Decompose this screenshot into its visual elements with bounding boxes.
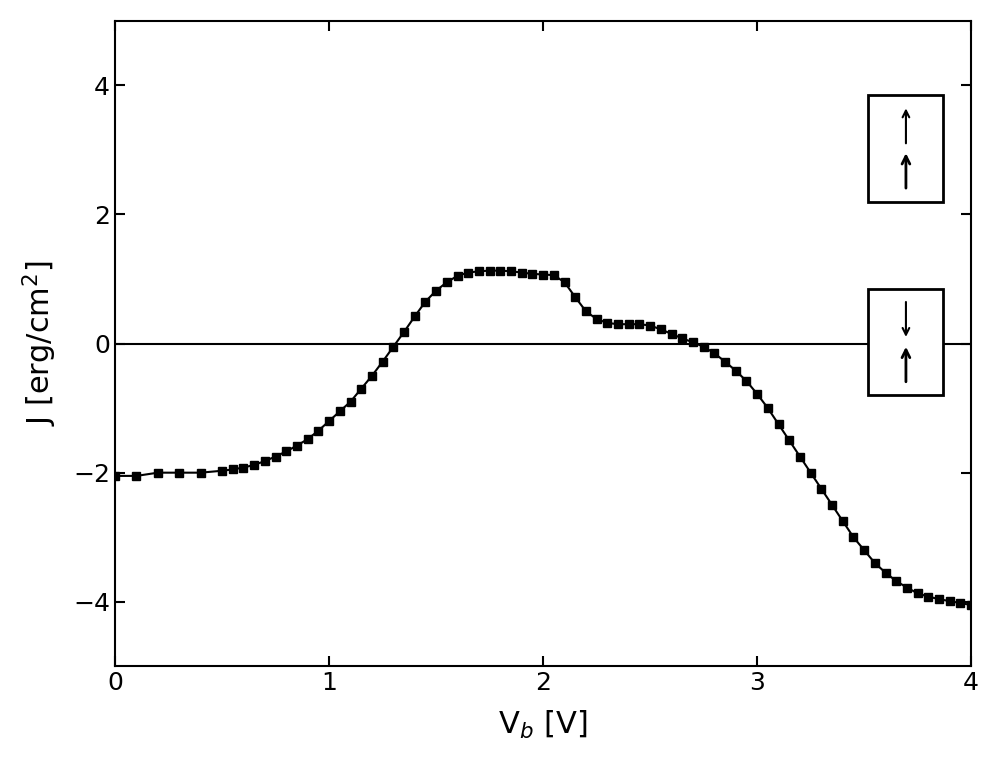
Y-axis label: J [erg/cm$^2$]: J [erg/cm$^2$] [21,261,59,427]
X-axis label: V$_b$ [V]: V$_b$ [V] [498,709,588,741]
